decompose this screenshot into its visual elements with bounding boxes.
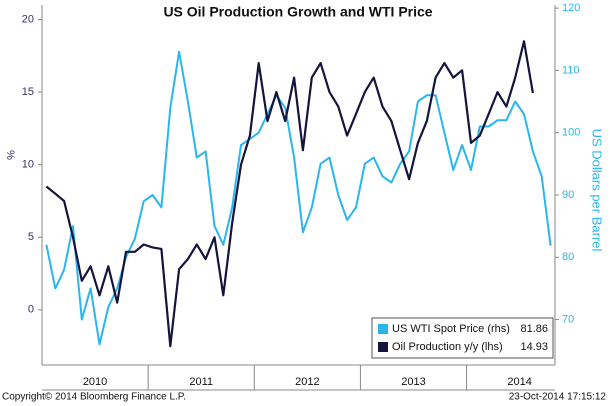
y-tick-label: 20 — [22, 13, 34, 25]
legend-box — [371, 317, 554, 359]
legend-value: 81.86 — [520, 323, 548, 335]
legend-swatch — [378, 342, 388, 352]
legend-label: US WTI Spot Price (rhs) — [392, 323, 510, 335]
y2-tick-label: 100 — [562, 127, 580, 139]
y-tick-label: 0 — [28, 304, 34, 316]
y2-tick-label: 90 — [562, 189, 574, 201]
series-line — [45, 40, 534, 348]
y2-tick-label: 120 — [562, 2, 580, 14]
x-tick-label: 2013 — [401, 376, 425, 388]
x-tick-label: 2010 — [83, 376, 107, 388]
y-tick-label: 10 — [22, 159, 34, 171]
series-line — [45, 50, 552, 346]
legend-value: 14.93 — [520, 341, 548, 353]
y2-axis-label: US Dollars per Barrel — [590, 129, 605, 252]
y-axis-label: % — [4, 150, 16, 160]
x-tick-label: 2014 — [507, 376, 531, 388]
footer-right: 23-Oct-2014 17:15:12 — [509, 392, 607, 403]
footer-left: Copyright© 2014 Bloomberg Finance L.P. — [2, 392, 186, 403]
y2-tick-label: 110 — [562, 64, 580, 76]
x-tick-label: 2011 — [189, 376, 213, 388]
y2-tick-label: 70 — [562, 313, 574, 325]
y-tick-label: 15 — [22, 86, 34, 98]
y2-tick-label: 80 — [562, 251, 574, 263]
legend-label: Oil Production y/y (lhs) — [392, 341, 503, 353]
chart-title: US Oil Production Growth and WTI Price — [163, 4, 432, 20]
legend-swatch — [378, 324, 388, 334]
y-tick-label: 5 — [28, 231, 34, 243]
x-tick-label: 2012 — [295, 376, 319, 388]
